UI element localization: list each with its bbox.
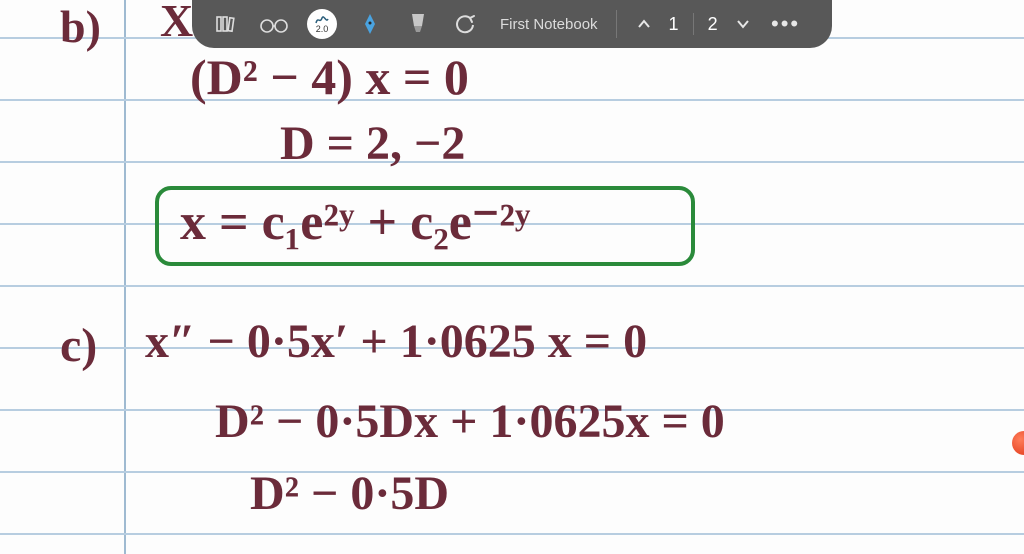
label-c: c) — [60, 318, 97, 373]
note-toolbar: 2.0 First Notebook 1 2 ••• — [192, 0, 832, 48]
more-button[interactable]: ••• — [766, 4, 806, 44]
undo-button[interactable] — [446, 4, 486, 44]
pen-size-button[interactable]: 2.0 — [302, 4, 342, 44]
ruled-lines — [0, 0, 1024, 554]
page-total: 2 — [708, 14, 718, 35]
page-current: 1 — [669, 14, 679, 35]
eq-c-line3: D² − 0·5D — [250, 466, 449, 521]
next-page-button[interactable] — [728, 4, 758, 44]
notebook-title: First Notebook — [500, 16, 598, 33]
eq-c-line1: x″ − 0·5x′ + 1·0625 x = 0 — [145, 314, 647, 369]
chevron-up-icon — [636, 16, 652, 32]
chevron-down-icon — [735, 16, 751, 32]
toolbar-divider — [616, 10, 617, 38]
prev-page-button[interactable] — [629, 4, 659, 44]
eq-b-solution: x = c₁e²ʸ + c₂e⁻²ʸ — [180, 192, 530, 252]
undo-icon — [455, 13, 477, 35]
pen-size-label: 2.0 — [316, 25, 329, 34]
eq-c-line2: D² − 0·5Dx + 1·0625x = 0 — [215, 394, 725, 449]
glasses-icon — [259, 14, 289, 34]
pen-scribble-icon — [315, 15, 329, 25]
page-divider — [693, 13, 694, 35]
fountain-pen-icon — [359, 12, 381, 36]
pen-style-button[interactable] — [350, 4, 390, 44]
view-button[interactable] — [254, 4, 294, 44]
highlighter-icon — [406, 12, 430, 36]
notebook-paper: b) X − 4 X (D² − 4) x = 0 D = 2, −2 x = … — [0, 0, 1024, 554]
eq-b-line2: (D² − 4) x = 0 — [190, 48, 469, 106]
eq-b-line3: D = 2, −2 — [280, 116, 465, 171]
label-b: b) — [60, 0, 101, 53]
eraser-button[interactable] — [398, 4, 438, 44]
books-icon — [214, 12, 238, 36]
ellipsis-icon: ••• — [771, 11, 800, 37]
pen-size-icon: 2.0 — [307, 9, 337, 39]
library-button[interactable] — [206, 4, 246, 44]
